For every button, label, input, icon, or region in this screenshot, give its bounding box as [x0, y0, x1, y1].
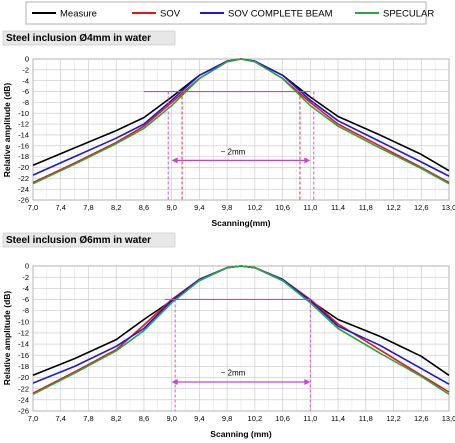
- annotation-label: ~ 2mm: [221, 368, 246, 377]
- x-tick-label: 9,8: [222, 203, 232, 212]
- legend-label-3: SPECULAR: [383, 9, 434, 20]
- x-tick-label: 10,6: [275, 414, 290, 423]
- annotation-arrowhead-left: [171, 157, 178, 164]
- y-tick-label: -16: [18, 351, 29, 360]
- y-tick-label: -12: [18, 120, 29, 129]
- y-tick-label: -6: [22, 295, 29, 304]
- x-tick-label: 11,4: [331, 414, 345, 423]
- x-axis-title: Scanning (mm): [210, 429, 272, 439]
- series-line-specular: [32, 265, 450, 396]
- x-tick-label: 12,6: [414, 414, 429, 423]
- y-tick-label: 0: [25, 262, 29, 271]
- y-axis-title: Relative amplitude (dB): [2, 83, 12, 178]
- y-tick-label: -14: [18, 131, 29, 140]
- y-tick-label: -14: [18, 340, 29, 349]
- x-tick-label: 8,2: [111, 203, 121, 212]
- x-tick-label: 11,8: [359, 414, 373, 423]
- x-tick-label: 11,8: [359, 203, 373, 212]
- x-tick-label: 7,4: [56, 414, 66, 423]
- x-tick-label: 7,4: [56, 203, 66, 212]
- y-tick-label: -2: [22, 273, 29, 282]
- y-tick-label: -18: [18, 362, 29, 371]
- x-tick-label: 13,0: [442, 414, 455, 423]
- x-tick-label: 11,0: [303, 203, 317, 212]
- x-tick-label: 11,4: [331, 203, 345, 212]
- y-tick-label: -22: [18, 384, 29, 393]
- y-tick-label: -4: [22, 76, 29, 85]
- x-tick-label: 7,0: [28, 414, 38, 423]
- x-tick-label: 11,0: [303, 414, 317, 423]
- x-tick-label: 10,2: [248, 203, 263, 212]
- x-tick-label: 12,2: [386, 414, 401, 423]
- x-tick-label: 9,8: [222, 414, 232, 423]
- legend-box: [25, 1, 427, 25]
- y-tick-label: -8: [22, 98, 29, 107]
- x-tick-label: 7,0: [28, 203, 38, 212]
- annotation-arrowhead-right: [304, 379, 311, 385]
- x-tick-label: 10,2: [248, 414, 263, 423]
- y-tick-label: -16: [18, 141, 29, 150]
- x-tick-label: 9,4: [194, 203, 204, 212]
- y-tick-label: -8: [22, 306, 29, 315]
- x-tick-label: 10,6: [275, 203, 290, 212]
- y-tick-label: -20: [18, 373, 29, 382]
- y-tick-label: -24: [18, 395, 29, 404]
- legend-label-0: Measure: [60, 9, 97, 20]
- y-tick-label: -26: [18, 407, 29, 416]
- legend-label-2: SOV COMPLETE BEAM: [228, 9, 333, 20]
- series-line-specular: [32, 58, 450, 185]
- x-tick-label: 7,8: [83, 203, 93, 212]
- y-tick-label: -26: [18, 196, 29, 205]
- grid: [32, 265, 450, 412]
- x-tick-label: 12,2: [386, 203, 401, 212]
- legend-label-1: SOV: [160, 9, 181, 20]
- y-tick-label: -2: [22, 65, 29, 74]
- x-tick-label: 8,2: [111, 414, 121, 423]
- chart-title: Steel inclusion Ø4mm in water: [6, 33, 151, 44]
- y-tick-label: -24: [18, 185, 29, 194]
- chart-panel-6mm: Steel inclusion Ø6mm in water 7,0 7,4 7,8 8,…: [2, 232, 455, 439]
- x-tick-label: 13,0: [442, 203, 455, 212]
- y-axis-title: Relative amplitude (dB): [2, 291, 12, 386]
- y-tick-label: -10: [18, 109, 29, 118]
- annotation-arrowhead-right: [304, 157, 311, 164]
- x-tick-label: 8,6: [139, 414, 149, 423]
- chart-title-box: [2, 232, 176, 248]
- x-tick-label: 7,8: [83, 414, 93, 423]
- x-tick-label: 9,4: [194, 414, 204, 423]
- x-tick-label: 12,6: [414, 203, 429, 212]
- x-tick-label: 9,0: [166, 414, 176, 423]
- chart-title-box: [2, 30, 176, 46]
- x-axis-title: Scanning(mm): [211, 218, 270, 228]
- annotation-arrowhead-left: [171, 379, 178, 385]
- y-tick-label: -22: [18, 174, 29, 183]
- annotation-label: ~ 2mm: [221, 148, 246, 157]
- y-tick-label: 0: [25, 55, 29, 64]
- y-tick-label: -4: [22, 284, 29, 293]
- y-tick-label: -20: [18, 163, 29, 172]
- chart-title: Steel inclusion Ø6mm in water: [6, 235, 151, 246]
- y-tick-label: -10: [18, 317, 29, 326]
- y-tick-label: -12: [18, 329, 29, 338]
- y-tick-label: -6: [22, 87, 29, 96]
- chart-panel-4mm: Steel inclusion Ø4mm in water 7,0 7,4 7,8 8,…: [2, 30, 455, 228]
- y-tick-label: -18: [18, 152, 29, 161]
- x-tick-label: 8,6: [139, 203, 149, 212]
- x-tick-label: 9,0: [166, 203, 176, 212]
- legend: Measure SOV SOV COMPLETE BEAM SPECULAR: [25, 1, 434, 25]
